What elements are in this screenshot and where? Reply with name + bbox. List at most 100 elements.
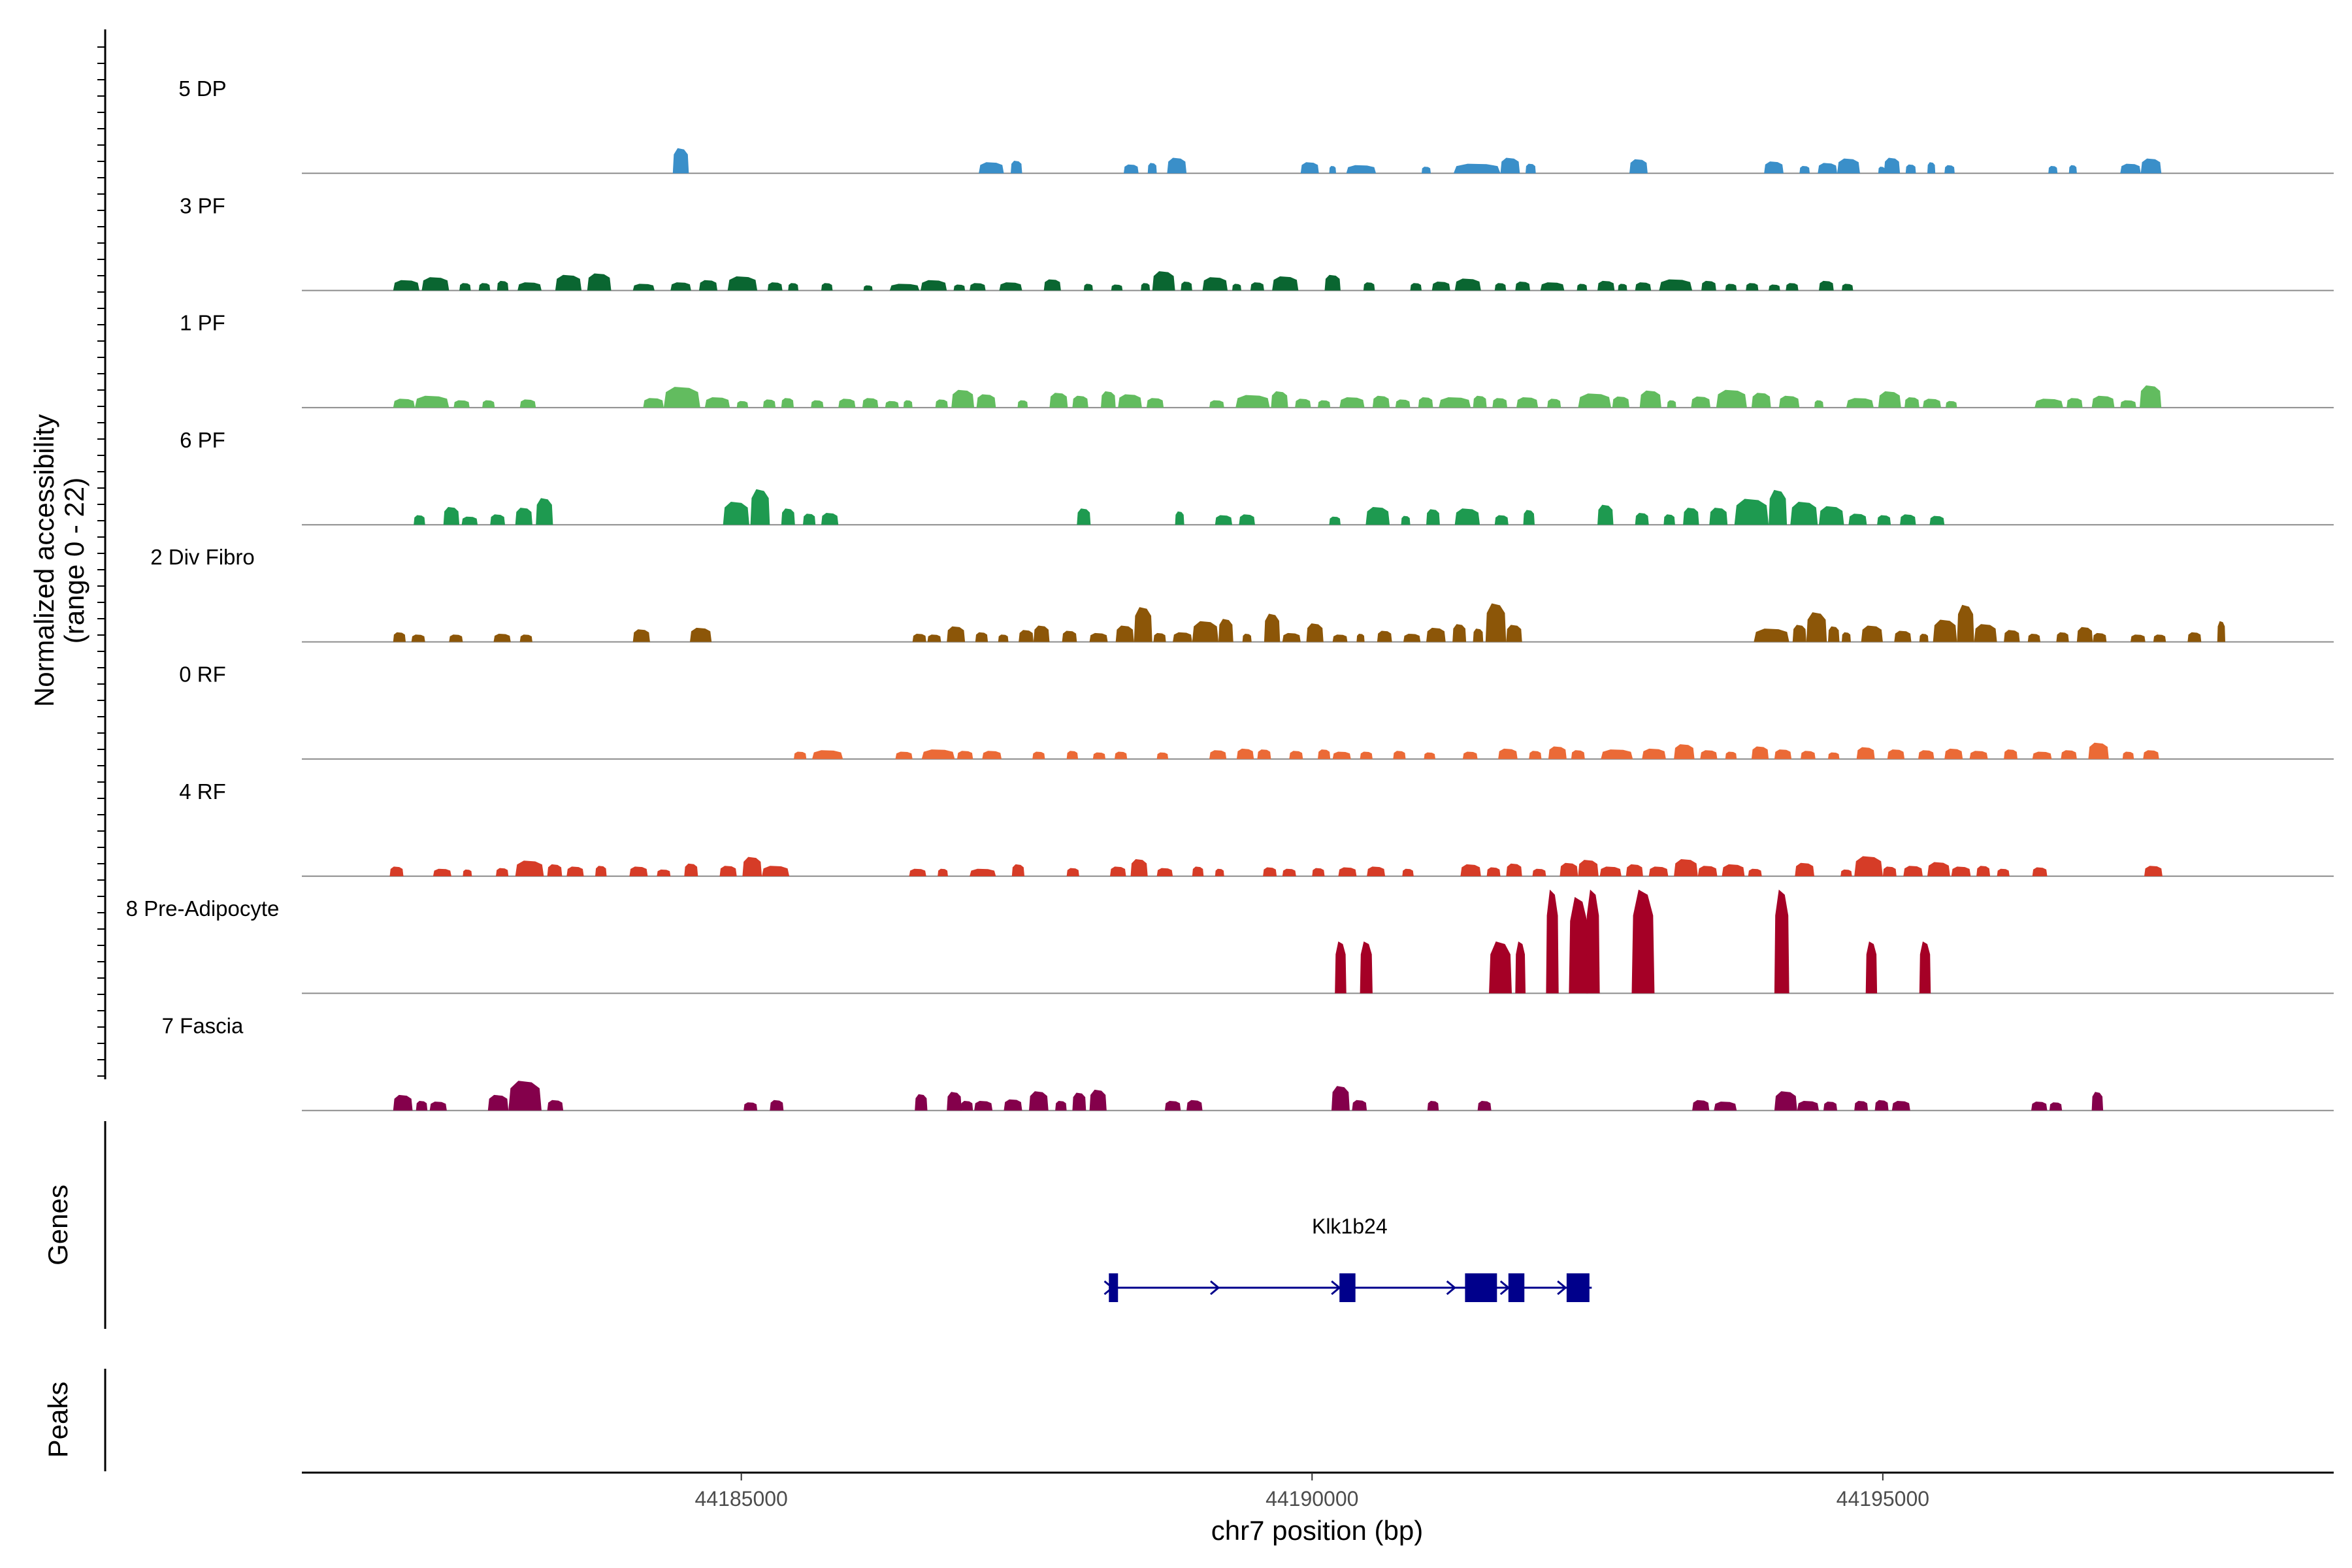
coverage-peak bbox=[903, 400, 913, 408]
coverage-peak bbox=[1418, 397, 1433, 408]
coverage-peak bbox=[1426, 627, 1446, 642]
coverage-peak bbox=[1569, 896, 1589, 994]
coverage-peak bbox=[1957, 604, 1974, 642]
coverage-peak bbox=[1338, 867, 1357, 877]
coverage-peak bbox=[414, 515, 425, 525]
coverage-peak bbox=[643, 398, 664, 408]
coverage-peak bbox=[1173, 632, 1192, 642]
coverage-peak bbox=[1629, 159, 1648, 174]
coverage-peak bbox=[838, 399, 856, 408]
coverage-peak bbox=[1848, 514, 1867, 525]
coverage-peak bbox=[1232, 284, 1241, 291]
x-axis-title: chr7 position (bp) bbox=[1211, 1515, 1424, 1546]
track-1-pf: 1 PF bbox=[180, 311, 2334, 408]
coverage-peak bbox=[490, 514, 505, 525]
coverage-peak bbox=[1147, 163, 1157, 174]
coverage-peak bbox=[1969, 751, 1988, 759]
coverage-peak bbox=[736, 400, 749, 408]
coverage-peak bbox=[1011, 864, 1024, 877]
coverage-peak bbox=[1218, 619, 1233, 642]
coverage-peak bbox=[2004, 749, 2017, 759]
coverage-peak bbox=[909, 868, 926, 877]
coverage-peak bbox=[1900, 514, 1916, 525]
coverage-peak bbox=[1546, 889, 1559, 994]
coverage-peak bbox=[1331, 1086, 1350, 1111]
coverage-peak bbox=[1332, 634, 1348, 642]
track-5-dp: 5 DP bbox=[178, 76, 2334, 174]
coverage-peak bbox=[1175, 511, 1184, 525]
coverage-peak bbox=[1625, 864, 1643, 877]
coverage-peak bbox=[632, 284, 655, 291]
coverage-peak bbox=[1494, 283, 1507, 291]
coverage-peak bbox=[496, 868, 509, 877]
coverage-peak bbox=[889, 284, 920, 291]
coverage-peak bbox=[463, 869, 472, 877]
coverage-peak bbox=[690, 627, 712, 642]
strand-arrow bbox=[1557, 1280, 1567, 1296]
coverage-peak bbox=[1769, 489, 1788, 525]
coverage-peak bbox=[508, 1081, 542, 1111]
coverage-peak bbox=[803, 514, 816, 525]
coverage-peak bbox=[1927, 862, 1950, 877]
coverage-peak bbox=[1764, 161, 1784, 174]
coverage-peak bbox=[743, 1102, 758, 1111]
coverage-peak bbox=[2027, 634, 2040, 642]
coverage-peak bbox=[2068, 165, 2077, 174]
gene-label: Klk1b24 bbox=[1312, 1215, 1388, 1238]
coverage-peak bbox=[1701, 280, 1716, 291]
coverage-peak bbox=[1339, 397, 1365, 408]
coverage-peak bbox=[1202, 277, 1228, 291]
coverage-peak bbox=[750, 489, 770, 525]
coverage-peak bbox=[1586, 889, 1600, 994]
coverage-peak bbox=[1403, 634, 1421, 642]
coverage-peak bbox=[1523, 510, 1535, 525]
coverage-peak bbox=[1152, 271, 1175, 291]
gene-exon bbox=[1109, 1273, 1119, 1302]
coverage-peak bbox=[1312, 868, 1325, 877]
coverage-peak bbox=[2093, 632, 2107, 642]
gene-annotations: Klk1b24 bbox=[1103, 1215, 1592, 1302]
coverage-peak bbox=[2187, 632, 2202, 642]
coverage-peak bbox=[536, 498, 553, 525]
track-8-pre-adipocyte: 8 Pre-Adipocyte bbox=[126, 889, 2334, 994]
coverage-peak bbox=[1506, 863, 1522, 877]
coverage-peak bbox=[1250, 282, 1264, 291]
coverage-peak bbox=[821, 513, 839, 525]
y-axis-ticks bbox=[97, 46, 105, 1077]
coverage-peak bbox=[2004, 630, 2020, 642]
coverage-peak bbox=[1181, 282, 1192, 291]
coverage-peak bbox=[1462, 751, 1478, 759]
coverage-peak bbox=[1659, 279, 1693, 291]
coverage-peak bbox=[449, 634, 463, 642]
coverage-peak bbox=[1215, 868, 1224, 877]
coverage-peak bbox=[1944, 748, 1963, 759]
coverage-peak bbox=[2144, 866, 2163, 877]
coverage-peak bbox=[727, 276, 758, 291]
coverage-peak bbox=[1774, 749, 1792, 759]
coverage-peak bbox=[1115, 625, 1134, 642]
coverage-peak bbox=[1332, 751, 1351, 759]
coverage-peak bbox=[1946, 400, 1957, 408]
coverage-peak bbox=[767, 282, 783, 291]
coverage-peak bbox=[1352, 1100, 1367, 1111]
coverage-peak bbox=[821, 283, 833, 291]
track-2-div-fibro: 2 Div Fibro bbox=[150, 545, 2334, 643]
coverage-peak bbox=[1134, 607, 1152, 642]
coverage-peak bbox=[1814, 400, 1823, 408]
coverage-peak bbox=[421, 277, 449, 291]
coverage-peak bbox=[1272, 276, 1299, 291]
coverage-peak bbox=[1209, 750, 1227, 759]
coverage-peak bbox=[2032, 751, 2052, 759]
coverage-peak bbox=[1725, 284, 1737, 291]
track-label: 1 PF bbox=[180, 311, 225, 335]
coverage-peak bbox=[555, 274, 582, 291]
coverage-peak bbox=[684, 863, 698, 877]
coverage-peak bbox=[1692, 1100, 1710, 1111]
coverage-peak bbox=[1716, 389, 1747, 408]
coverage-peak bbox=[1473, 629, 1484, 642]
coverage-peak bbox=[1460, 864, 1481, 877]
coverage-peak bbox=[1186, 1100, 1203, 1111]
coverage-peak bbox=[2091, 395, 2115, 408]
coverage-peak bbox=[1111, 284, 1123, 291]
coverage-peak bbox=[629, 866, 648, 877]
